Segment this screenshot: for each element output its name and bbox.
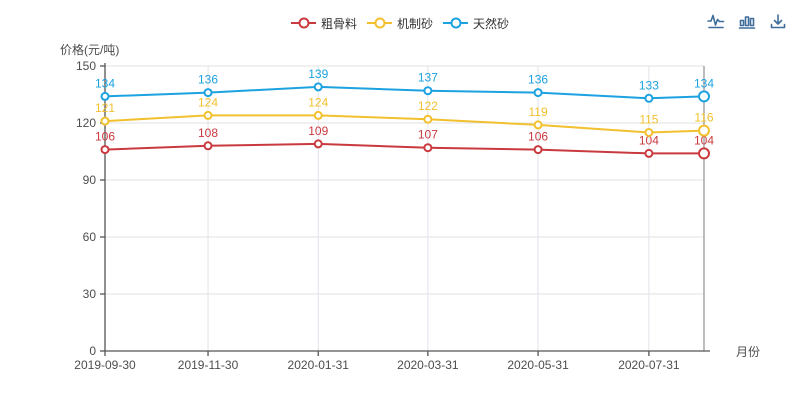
- data-point: [203, 88, 213, 98]
- legend-line-circle-icon: [290, 17, 316, 29]
- data-point: [533, 88, 543, 98]
- data-point: [100, 91, 110, 101]
- value-label: 133: [639, 78, 659, 92]
- data-point: [644, 128, 654, 137]
- value-label: 108: [198, 126, 218, 140]
- svg-text:2020-03-31: 2020-03-31: [397, 358, 459, 372]
- series-1: 121 124 124 122 119 115 116: [95, 95, 714, 137]
- data-point: [698, 90, 710, 103]
- svg-text:150: 150: [76, 59, 96, 73]
- toolbox: [706, 12, 788, 32]
- legend-line-circle-icon: [443, 17, 469, 29]
- value-label: 134: [694, 76, 714, 90]
- svg-text:30: 30: [83, 287, 97, 301]
- y-axis-title: 价格(元/吨): [60, 43, 120, 57]
- series-line-2: [104, 85, 705, 100]
- axes: [100, 63, 710, 356]
- value-label: 119: [529, 105, 548, 119]
- svg-text:120: 120: [76, 116, 96, 130]
- horizontal-gridlines: [105, 65, 704, 295]
- data-point: [100, 145, 110, 155]
- svg-text:2019-09-30: 2019-09-30: [74, 358, 136, 372]
- value-label: 106: [528, 130, 548, 144]
- value-label: 104: [694, 133, 714, 147]
- svg-text:2020-01-31: 2020-01-31: [288, 358, 350, 372]
- data-point: [644, 93, 654, 103]
- data-point: [203, 110, 213, 120]
- value-label: 104: [639, 133, 659, 147]
- x-tick-labels: 2019-09-30 2019-11-30 2020-01-31 2020-03-31…: [74, 358, 680, 372]
- data-point: [698, 124, 710, 137]
- value-label: 115: [639, 113, 658, 127]
- value-label: 107: [418, 128, 438, 142]
- data-point: [423, 86, 433, 96]
- data-point: [698, 147, 710, 160]
- svg-text:2020-05-31: 2020-05-31: [507, 358, 569, 372]
- series-2: 134 136 139 137 136 133 134: [95, 67, 714, 103]
- data-point: [100, 116, 110, 126]
- data-point: [423, 143, 433, 153]
- legend-item-0[interactable]: 粗骨料: [290, 15, 357, 32]
- value-label: 136: [528, 73, 548, 87]
- value-label: 136: [198, 73, 218, 87]
- value-label: 139: [308, 67, 328, 81]
- svg-text:60: 60: [83, 230, 97, 244]
- value-label: 124: [308, 95, 328, 109]
- data-point: [313, 139, 323, 149]
- x-axis-title: 月份: [736, 345, 761, 359]
- value-label: 137: [418, 71, 438, 85]
- data-point: [313, 82, 323, 92]
- value-label: 116: [694, 111, 713, 125]
- value-label: 134: [95, 76, 115, 90]
- legend-line-circle-icon: [366, 17, 392, 29]
- toolbox-bar-chart-icon[interactable]: [737, 12, 757, 32]
- legend-item-1[interactable]: 机制砂: [366, 15, 434, 32]
- data-point: [423, 114, 433, 124]
- legend: 粗骨料 机制砂 天然砂: [290, 13, 509, 33]
- data-point: [644, 148, 654, 158]
- data-point: [313, 110, 323, 120]
- svg-text:0: 0: [89, 344, 96, 358]
- svg-text:90: 90: [83, 173, 97, 187]
- value-label: 124: [198, 95, 218, 109]
- toolbox-download-icon[interactable]: [768, 12, 788, 32]
- svg-text:2020-07-31: 2020-07-31: [618, 358, 680, 372]
- data-point: [533, 120, 543, 130]
- data-point: [533, 145, 543, 155]
- svg-text:2019-11-30: 2019-11-30: [178, 358, 239, 372]
- legend-label: 天然砂: [473, 16, 510, 31]
- value-label: 121: [95, 101, 115, 115]
- series-line-0: [104, 142, 705, 155]
- value-label: 106: [95, 130, 115, 144]
- y-tick-labels: 0 30 60 90 120 150: [76, 59, 96, 358]
- legend-label: 机制砂: [396, 16, 434, 31]
- toolbox-line-chart-icon[interactable]: [706, 12, 726, 32]
- data-point: [203, 141, 213, 151]
- series-0: 106 108 109 107 106 104 104: [95, 124, 714, 160]
- legend-label: 粗骨料: [320, 16, 357, 31]
- value-label: 109: [308, 124, 328, 138]
- series-line-1: [104, 114, 705, 134]
- value-label: 122: [418, 99, 438, 113]
- legend-item-2[interactable]: 天然砂: [443, 15, 509, 32]
